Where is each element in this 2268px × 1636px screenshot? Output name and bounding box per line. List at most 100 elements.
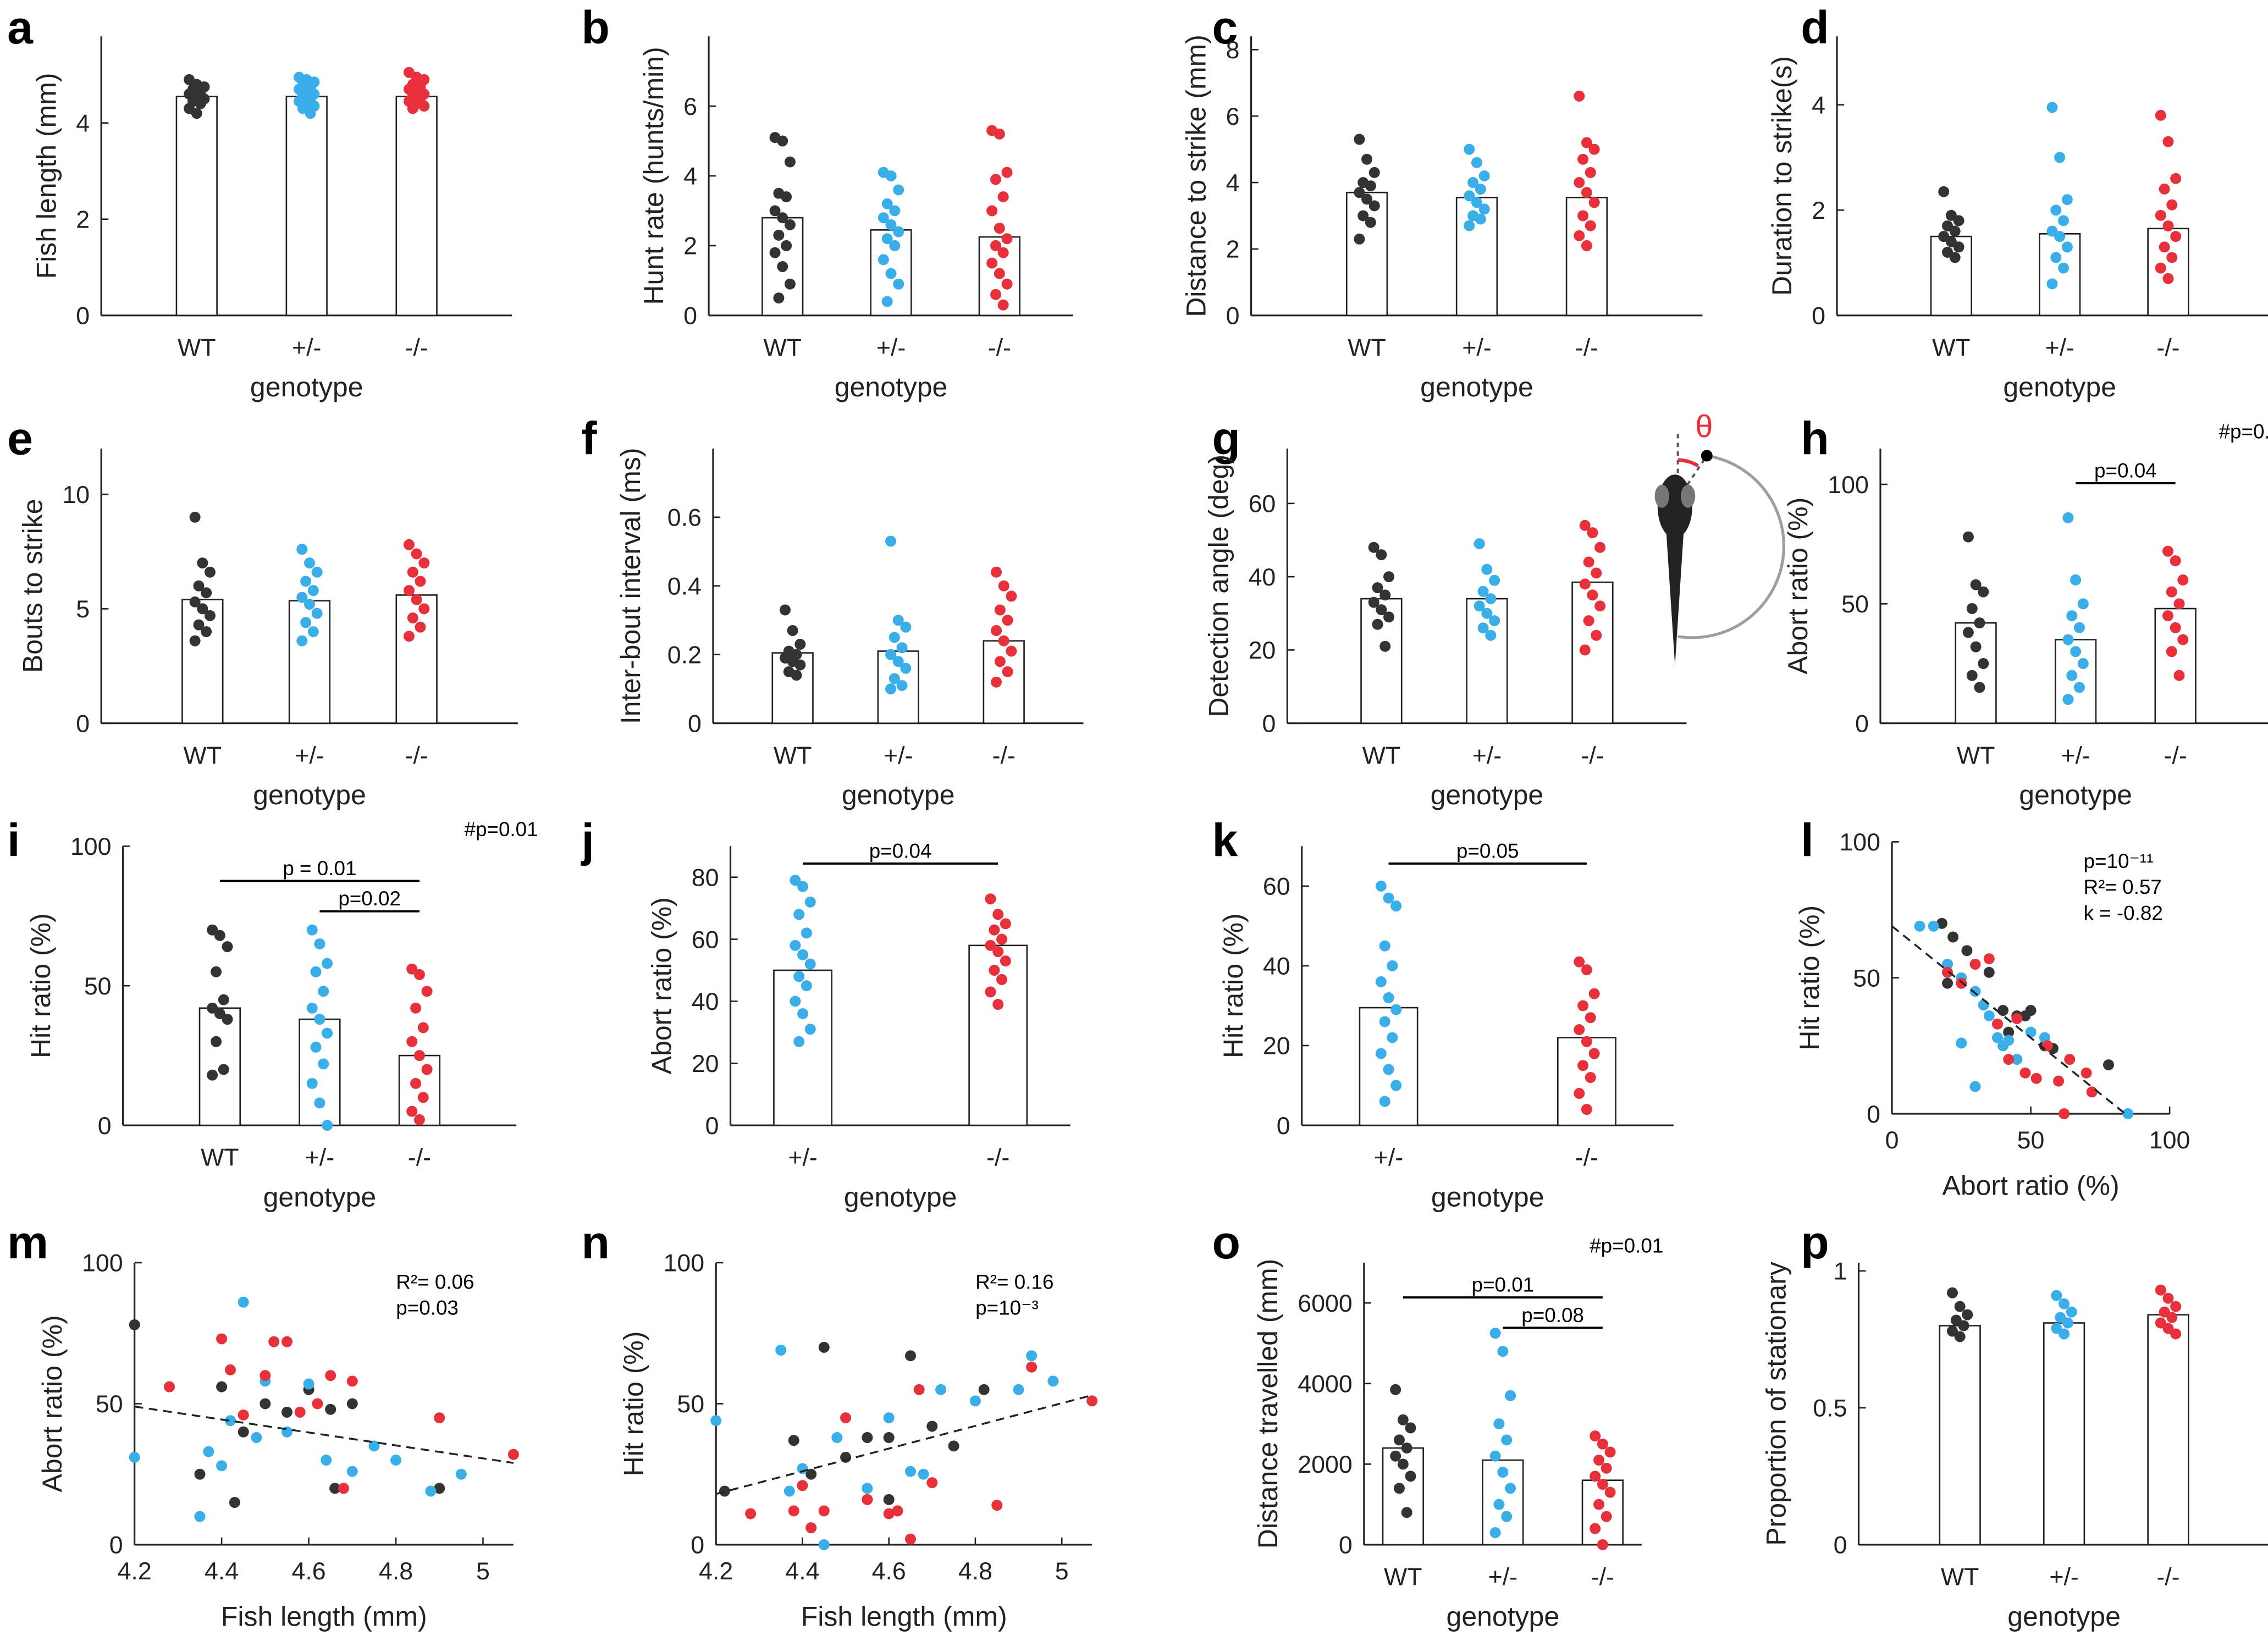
data-point [322, 1027, 333, 1039]
data-point [1379, 940, 1390, 952]
data-point [790, 939, 801, 951]
significance-label: p=0.05 [1456, 839, 1519, 862]
data-point [1387, 1032, 1398, 1043]
data-point [410, 1002, 422, 1014]
data-point [1950, 1314, 1962, 1326]
data-point [986, 205, 998, 217]
y-tick-label: 40 [1249, 564, 1276, 591]
bar [1360, 598, 1403, 725]
x-tick-label: 4.8 [379, 1558, 413, 1585]
data-point [2122, 1108, 2134, 1119]
data-point [1474, 600, 1485, 612]
y-axis-label: Inter-bout interval (ms) [615, 447, 646, 724]
data-point [1978, 586, 1989, 598]
data-point [203, 1446, 214, 1457]
data-point [303, 557, 315, 569]
data-point [769, 205, 781, 217]
data-point [1390, 900, 1402, 912]
x-tick-label: -/- [986, 1145, 1009, 1171]
data-point [193, 619, 205, 631]
data-point [2062, 694, 2074, 705]
data-point [417, 1022, 429, 1033]
data-point [1478, 203, 1490, 215]
data-point [1974, 617, 1985, 629]
data-point [1597, 1479, 1608, 1490]
data-point [346, 1398, 358, 1410]
data-point [775, 1344, 787, 1356]
data-point [407, 566, 418, 578]
data-point [1583, 556, 1594, 568]
data-point [1401, 1442, 1412, 1454]
data-point [1604, 1446, 1616, 1458]
bar [1939, 1325, 1981, 1546]
data-point [214, 930, 225, 941]
data-point [1983, 966, 1995, 978]
data-point [1475, 184, 1486, 195]
data-point [1401, 1507, 1412, 1518]
data-point [1953, 215, 1965, 226]
data-point [1001, 167, 1013, 178]
data-point [211, 966, 222, 977]
data-point [2025, 1005, 2037, 1016]
x-tick-label: -/- [1575, 1145, 1598, 1171]
data-point [1485, 629, 1497, 641]
x-tick-label: +/- [788, 1145, 817, 1171]
data-point [1383, 611, 1395, 623]
bar [285, 96, 328, 317]
data-point [992, 946, 1004, 958]
data-point [406, 1036, 418, 1047]
data-point [996, 974, 1008, 985]
x-axis-label: Fish length (mm) [221, 1601, 427, 1632]
data-point [421, 1064, 433, 1075]
data-point [2061, 241, 2073, 253]
data-point [1365, 217, 1376, 228]
x-tick-label: -/- [988, 334, 1011, 361]
data-point [1978, 658, 1989, 670]
data-point [1588, 1048, 1600, 1059]
data-point [878, 212, 889, 224]
data-point [1577, 153, 1589, 165]
data-point [2155, 109, 2166, 121]
data-point [781, 240, 792, 251]
data-point [2166, 199, 2178, 211]
stat-label: k = -0.82 [2084, 902, 2163, 924]
data-point [2051, 1323, 2062, 1334]
data-point [794, 638, 806, 650]
data-point [189, 596, 201, 607]
data-point [222, 1014, 233, 1025]
data-point [1361, 194, 1373, 205]
data-point [1405, 1422, 1416, 1434]
data-point [1954, 1301, 1966, 1312]
data-point [194, 1468, 206, 1480]
data-point [905, 1466, 917, 1477]
data-point [1983, 1010, 1995, 1021]
data-point [2066, 670, 2078, 681]
data-point [885, 683, 897, 695]
data-point [1383, 1064, 1394, 1075]
data-point [790, 875, 801, 886]
data-point [2055, 1312, 2066, 1323]
data-point [2019, 1067, 2031, 1079]
data-point [1593, 1499, 1605, 1510]
data-point [296, 544, 308, 555]
data-point [892, 615, 904, 626]
data-point [1376, 549, 1387, 561]
data-point [2159, 183, 2170, 195]
significance-label: p=0.01 [1472, 1274, 1535, 1296]
data-point [1914, 920, 1925, 932]
x-axis-label: genotype [835, 372, 948, 402]
y-axis-label: Abort ratio (%) [37, 1315, 68, 1492]
data-point [1962, 627, 1974, 638]
data-point [992, 999, 1004, 1010]
y-tick-label: 10 [62, 482, 90, 509]
y-tick-label: 40 [692, 988, 719, 1015]
data-point [794, 659, 806, 671]
data-point [314, 938, 325, 950]
x-axis-label: genotype [2007, 1601, 2121, 1632]
data-point [1954, 1331, 1966, 1342]
data-point [2070, 646, 2082, 657]
data-point [881, 198, 893, 209]
data-point [224, 1364, 236, 1375]
data-point [985, 893, 996, 905]
data-point [2011, 1054, 2023, 1065]
